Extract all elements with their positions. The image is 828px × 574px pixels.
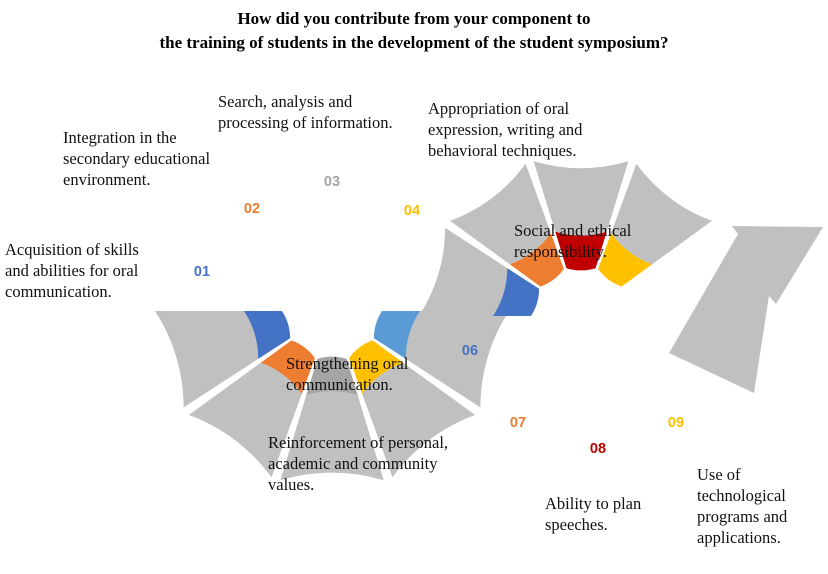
- segment-05-outer: [405, 311, 509, 408]
- step-01-label: Acquisition of skills and abilities for o…: [5, 240, 139, 301]
- step-02-label: Integration in the secondary educational e…: [63, 128, 210, 189]
- step-05-label: Social and ethical responsibility.: [514, 221, 632, 261]
- segment-02-accent: [260, 340, 315, 394]
- step-04-label-line: Appropriation of oral: [428, 99, 570, 118]
- step-04-label: Appropriation of oral expression, writing…: [428, 99, 583, 160]
- step-08-label: Ability to plan speeches.: [545, 494, 641, 534]
- step-05-label-line: responsibility.: [514, 242, 607, 261]
- segment-09-accent: [598, 233, 653, 287]
- step-07-label-line: Reinforcement of personal,: [268, 433, 448, 452]
- segment-03-accent: [306, 356, 358, 396]
- step-04-label-line: expression, writing and: [428, 120, 583, 139]
- segment-08-accent: [555, 231, 607, 271]
- step-06-label: Strengthening oral communication.: [286, 354, 409, 394]
- step-04-label-line: behavioral techniques.: [428, 141, 576, 160]
- step-01-label-line: Acquisition of skills: [5, 240, 139, 259]
- segment-02-outer: [188, 362, 302, 478]
- step-01-label-line: communication.: [5, 282, 112, 301]
- title-line-2: the training of students in the developm…: [159, 33, 668, 52]
- segment-03-number: 03: [324, 174, 340, 190]
- segment-08-outer: [533, 161, 629, 236]
- segment-01-outer: [155, 311, 259, 408]
- step-07-label: Reinforcement of personal, academic and c…: [268, 433, 448, 494]
- step-09-label-line: Use of: [697, 465, 741, 484]
- segment-04-accent: [349, 340, 404, 394]
- segment-01-number: 01: [194, 264, 210, 280]
- segment-08-number: 08: [590, 441, 606, 457]
- step-08-label-line: Ability to plan: [545, 494, 641, 513]
- segment-09-outer: [611, 163, 713, 265]
- segment-04-outer: [362, 362, 476, 478]
- step-09-label-line: programs and: [697, 507, 788, 526]
- step-09-label-line: applications.: [697, 528, 781, 547]
- segment-09-number: 09: [668, 415, 684, 431]
- step-06-label-line: communication.: [286, 375, 393, 394]
- step-09-label: Use of technological programs and applicati…: [697, 465, 788, 547]
- step-03-label: Search, analysis and processing of inform…: [218, 92, 393, 132]
- segment-04-number: 04: [404, 203, 420, 219]
- title-line-1: How did you contribute from your compone…: [237, 9, 590, 28]
- segment-07-outer: [449, 163, 551, 265]
- segment-06-accent: [493, 268, 540, 316]
- segment-07-number: 07: [510, 415, 526, 431]
- segment-06-number: 06: [462, 343, 478, 359]
- step-09-label-line: technological: [697, 486, 786, 505]
- labels-layer: Acquisition of skills and abilities for o…: [5, 92, 788, 547]
- step-02-label-line: environment.: [63, 170, 151, 189]
- segment-05-accent: [373, 311, 420, 359]
- step-05-label-line: Social and ethical: [514, 221, 632, 240]
- segment-06-outer: [419, 227, 508, 316]
- step-01-label-line: and abilities for oral: [5, 261, 139, 280]
- forward-arrow-shape: [669, 226, 823, 393]
- step-07-label-line: values.: [268, 475, 314, 494]
- segment-01-accent: [244, 311, 291, 359]
- step-08-label-line: speeches.: [545, 515, 608, 534]
- step-06-label-line: Strengthening oral: [286, 354, 409, 373]
- step-02-label-line: Integration in the: [63, 128, 177, 147]
- step-02-label-line: secondary educational: [63, 149, 210, 168]
- step-03-label-line: Search, analysis and: [218, 92, 353, 111]
- segment-07-accent: [509, 233, 564, 287]
- segment-03-outer: [280, 391, 384, 481]
- step-07-label-line: academic and community: [268, 454, 438, 473]
- segment-02-number: 02: [244, 201, 260, 217]
- segments-layer: 010203040506070809: [155, 161, 713, 481]
- step-03-label-line: processing of information.: [218, 113, 393, 132]
